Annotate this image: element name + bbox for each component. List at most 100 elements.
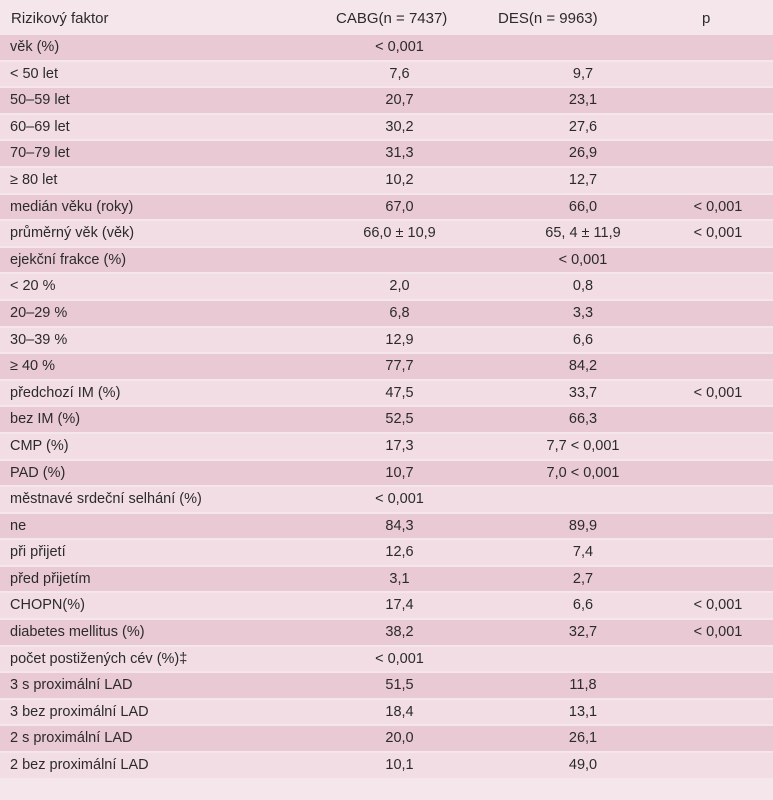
cell-des: 66,3 bbox=[568, 411, 598, 428]
cell-des: 7,4 bbox=[572, 544, 594, 561]
cell-des: 11,8 bbox=[569, 677, 597, 694]
table-row: při přijetí 12,6 7,4 bbox=[0, 538, 773, 565]
header-risk-factor: Rizikový faktor bbox=[11, 10, 109, 27]
cell-des: 12,7 bbox=[568, 171, 598, 188]
table-row: < 50 let 7,6 9,7 bbox=[0, 59, 773, 87]
cell-risk-factor: počet postižených cév (%)‡ bbox=[10, 650, 188, 667]
table-row: 70–79 let 31,3 26,9 bbox=[0, 139, 773, 166]
cell-cabg: 31,3 bbox=[385, 145, 414, 162]
table-row: ≥ 80 let 10,2 12,7 bbox=[0, 165, 773, 193]
table-row: 20–29 % 6,8 3,3 bbox=[0, 298, 773, 326]
cell-cabg: 66,0 ± 10,9 bbox=[363, 225, 436, 242]
cell-cabg: 52,5 bbox=[385, 411, 414, 428]
cell-risk-factor: < 20 % bbox=[10, 278, 56, 295]
cell-des: 6,6 bbox=[572, 331, 594, 348]
cell-risk-factor: 3 bez proximální LAD bbox=[10, 703, 149, 720]
table-row: věk (%) < 0,001 bbox=[0, 33, 773, 60]
table-row: 3 s proximální LAD 51,5 11,8 bbox=[0, 671, 773, 698]
cell-risk-factor: bez IM (%) bbox=[10, 411, 81, 428]
table-header: Rizikový faktor CABG(n = 7437) DES(n = 9… bbox=[0, 0, 773, 34]
table-row: 30–39 % 12,9 6,6 bbox=[0, 325, 773, 353]
cell-risk-factor: průměrný věk (věk) bbox=[10, 225, 135, 242]
table-row: PAD (%) 10,7 7,0 < 0,001 bbox=[0, 458, 773, 486]
cell-risk-factor: 20–29 % bbox=[10, 304, 68, 321]
cell-cabg: 12,9 bbox=[385, 331, 414, 348]
cell-risk-factor: 50–59 let bbox=[10, 92, 70, 109]
cell-des: 32,7 bbox=[568, 624, 598, 641]
cell-p-value: < 0,001 bbox=[693, 624, 743, 641]
cell-cabg: 7,6 bbox=[389, 65, 410, 82]
cell-cabg: 47,5 bbox=[385, 384, 414, 401]
cell-des: 13,1 bbox=[568, 703, 598, 720]
cell-des: 9,7 bbox=[572, 65, 594, 82]
cell-des: 84,2 bbox=[568, 358, 598, 375]
cell-risk-factor: 30–39 % bbox=[10, 331, 68, 348]
cell-risk-factor: ne bbox=[10, 517, 27, 534]
cell-cabg: 20,0 bbox=[385, 730, 414, 747]
cell-risk-factor: CMP (%) bbox=[10, 437, 69, 454]
cell-cabg: 10,1 bbox=[385, 757, 414, 774]
cell-des: 6,6 bbox=[572, 597, 594, 614]
cell-cabg: 67,0 bbox=[385, 198, 414, 215]
table-row: 3 bez proximální LAD 18,4 13,1 bbox=[0, 697, 773, 725]
cell-des: 26,9 bbox=[568, 145, 598, 162]
table-row: předchozí IM (%) 47,5 33,7 < 0,001 bbox=[0, 378, 773, 406]
cell-risk-factor: 3 s proximální LAD bbox=[10, 677, 133, 694]
cell-cabg: 20,7 bbox=[385, 92, 414, 109]
cell-des: 7,7 < 0,001 bbox=[546, 437, 620, 454]
table-row: CMP (%) 17,3 7,7 < 0,001 bbox=[0, 431, 773, 459]
cell-cabg: 10,7 bbox=[385, 464, 414, 481]
table-row: počet postižených cév (%)‡ < 0,001 bbox=[0, 644, 773, 672]
cell-risk-factor: městnavé srdeční selhání (%) bbox=[10, 491, 202, 508]
cell-cabg: 18,4 bbox=[385, 703, 414, 720]
table-row: průměrný věk (věk) 66,0 ± 10,9 65, 4 ± 11,… bbox=[0, 219, 773, 246]
table-row: 2 bez proximální LAD 10,1 49,0 bbox=[0, 751, 773, 778]
table-row: 2 s proximální LAD 20,0 26,1 bbox=[0, 724, 773, 752]
cell-cabg: 17,4 bbox=[385, 597, 414, 614]
cell-des: 89,9 bbox=[568, 517, 598, 534]
table-row: < 20 % 2,0 0,8 bbox=[0, 272, 773, 299]
cell-risk-factor: před přijetím bbox=[10, 570, 91, 587]
cell-cabg: 12,6 bbox=[385, 544, 414, 561]
cell-risk-factor: věk (%) bbox=[10, 39, 60, 55]
table-row: ejekční frakce (%) < 0,001 bbox=[0, 245, 773, 273]
cell-risk-factor: CHOPN(%) bbox=[10, 597, 85, 614]
cell-cabg: 17,3 bbox=[385, 437, 414, 454]
cell-des: 7,0 < 0,001 bbox=[546, 464, 620, 481]
cell-cabg: 77,7 bbox=[385, 358, 414, 375]
cell-cabg: 38,2 bbox=[385, 624, 414, 641]
cell-cabg: < 0,001 bbox=[375, 39, 424, 55]
table-row: ≥ 40 % 77,7 84,2 bbox=[0, 352, 773, 379]
table-row: CHOPN(%) 17,4 6,6 < 0,001 bbox=[0, 591, 773, 619]
cell-cabg: 30,2 bbox=[385, 118, 414, 135]
table-row: 60–69 let 30,2 27,6 bbox=[0, 112, 773, 140]
cell-des: 33,7 bbox=[568, 384, 598, 401]
table-row: bez IM (%) 52,5 66,3 bbox=[0, 405, 773, 432]
header-des: DES(n = 9963) bbox=[498, 10, 598, 27]
cell-risk-factor: při přijetí bbox=[10, 544, 66, 561]
cell-p-value: < 0,001 bbox=[693, 198, 743, 215]
cell-risk-factor: < 50 let bbox=[10, 65, 58, 82]
cell-risk-factor: 60–69 let bbox=[10, 118, 70, 135]
cell-cabg: < 0,001 bbox=[375, 491, 424, 508]
cell-des: 2,7 bbox=[572, 570, 594, 587]
cell-risk-factor: 70–79 let bbox=[10, 145, 70, 162]
cell-cabg: 10,2 bbox=[385, 171, 414, 188]
cell-cabg: < 0,001 bbox=[375, 650, 424, 667]
cell-risk-factor: 2 s proximální LAD bbox=[10, 730, 133, 747]
cell-risk-factor: ≥ 40 % bbox=[10, 358, 56, 375]
cell-des: 0,8 bbox=[572, 278, 594, 295]
header-p-value: p bbox=[702, 10, 711, 27]
cell-p-value: < 0,001 bbox=[693, 225, 743, 242]
cell-risk-factor: ≥ 80 let bbox=[10, 171, 58, 188]
cell-cabg: 2,0 bbox=[389, 278, 410, 295]
cell-des: 49,0 bbox=[568, 757, 598, 774]
table-row: 50–59 let 20,7 23,1 bbox=[0, 86, 773, 113]
table-row: diabetes mellitus (%) 38,2 32,7 < 0,001 bbox=[0, 618, 773, 645]
cell-risk-factor: ejekční frakce (%) bbox=[10, 251, 127, 268]
cell-cabg: 3,1 bbox=[389, 570, 410, 587]
table-body: věk (%) < 0,001 < 50 let 7,6 9,7 50–59 let 20,… bbox=[0, 33, 773, 778]
cell-p-value: < 0,001 bbox=[693, 597, 743, 614]
cell-risk-factor: předchozí IM (%) bbox=[10, 384, 121, 401]
